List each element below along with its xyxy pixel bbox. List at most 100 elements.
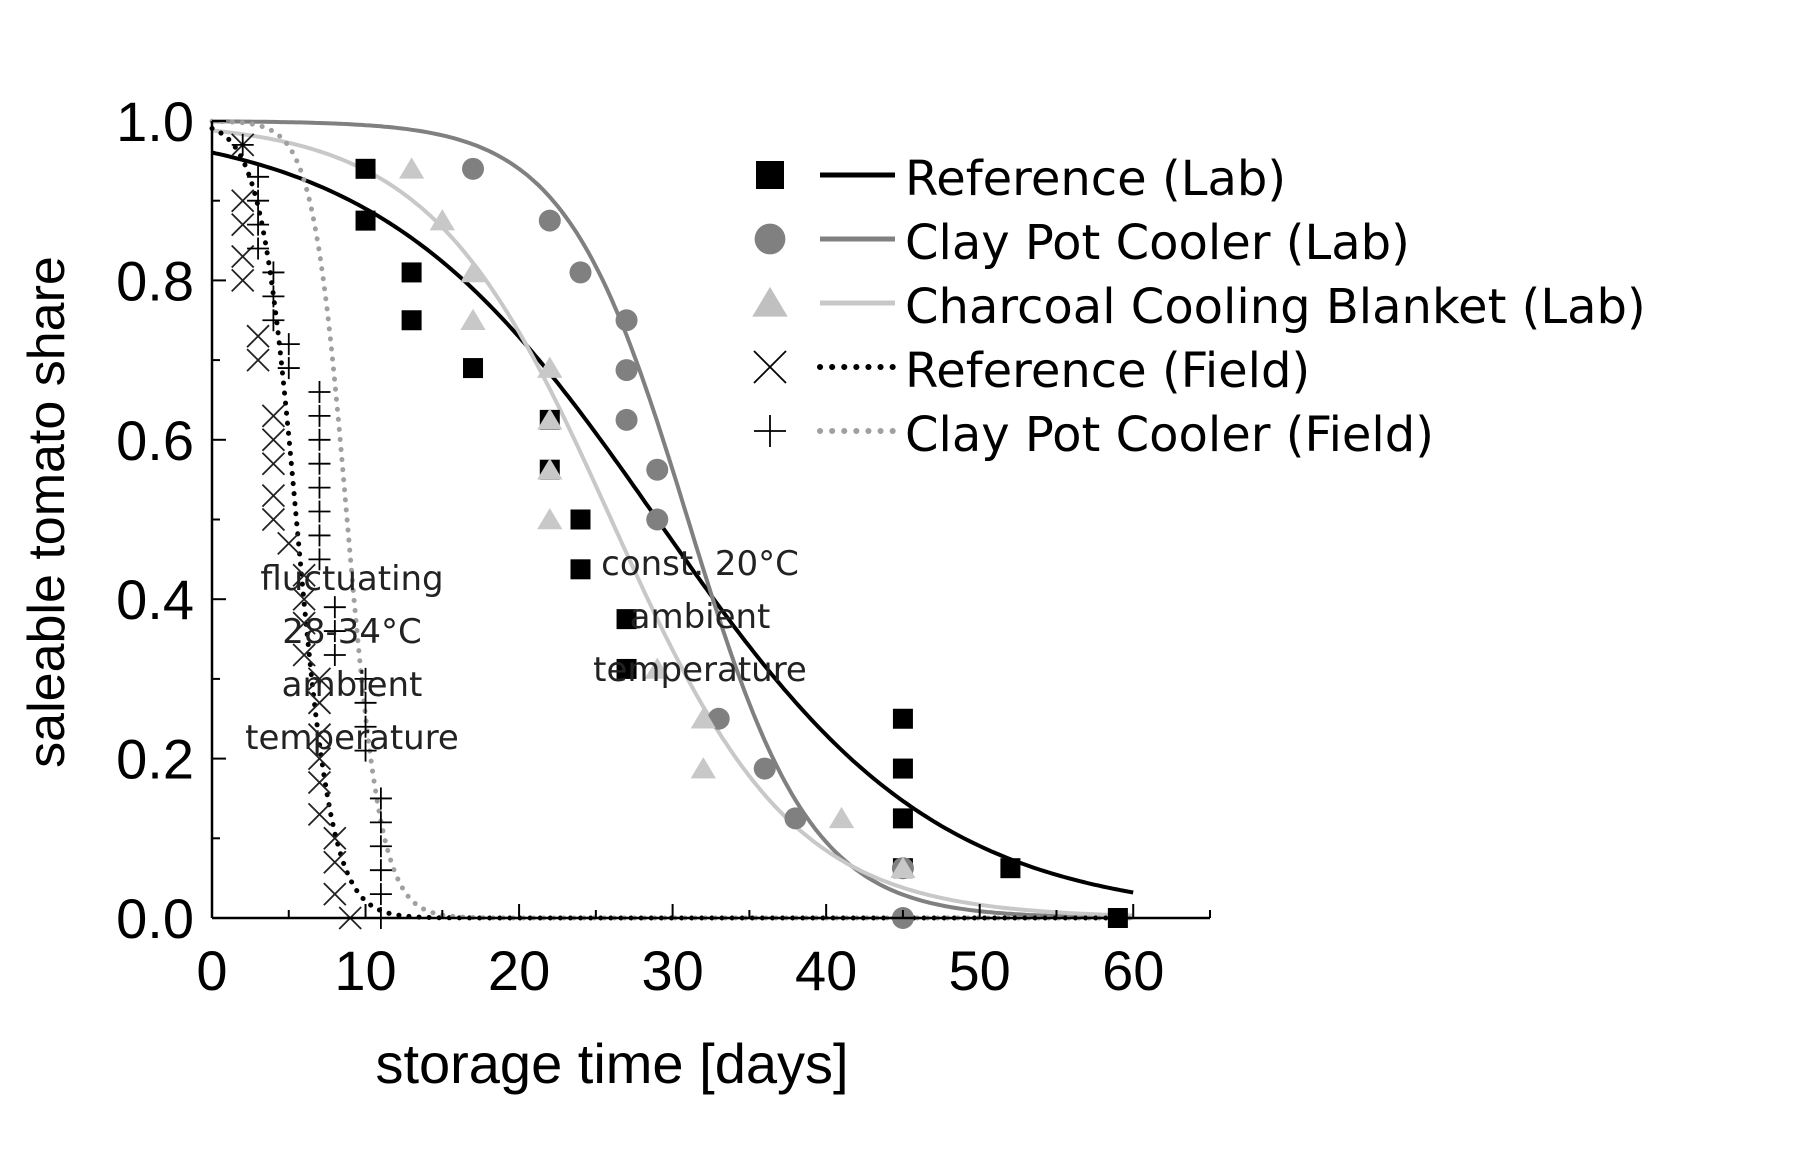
legend-marker xyxy=(753,350,787,384)
annotation-line: temperature xyxy=(245,718,459,758)
annotations: fluctuating 28-34°C ambient temperaturecons… xyxy=(245,544,807,758)
legend-label: Clay Pot Cooler (Lab) xyxy=(905,215,1410,271)
axes: 0 10 20 30 40 50 60 0.0 0.2 0.4 0.6 0.8 1.0 xyxy=(116,90,1211,1002)
point-clay-field xyxy=(369,883,392,906)
point-reference-lab xyxy=(355,210,376,231)
point-clay-field xyxy=(354,691,377,714)
point-reference-field xyxy=(292,587,316,611)
point-clay-field xyxy=(354,667,377,690)
point-reference-field xyxy=(231,212,255,237)
point-clay-lab xyxy=(462,157,485,180)
point-clay-lab xyxy=(646,458,669,481)
fit-line-reference-lab xyxy=(211,150,1134,895)
data-markers xyxy=(231,133,1128,930)
point-clay-field xyxy=(277,357,300,380)
point-charcoal-lab xyxy=(828,806,855,829)
point-clay-field xyxy=(323,620,346,643)
annotation-line: ambient xyxy=(282,665,423,705)
legend-entry-reference-lab: Reference (Lab) xyxy=(756,151,1286,207)
point-reference-field xyxy=(246,324,270,348)
point-clay-field xyxy=(262,261,285,284)
x-tick-label: 10 xyxy=(334,939,396,1002)
legend-label: Reference (Field) xyxy=(905,343,1310,399)
point-reference-field xyxy=(307,667,332,691)
point-reference-lab xyxy=(570,509,591,530)
point-charcoal-lab xyxy=(690,707,716,729)
point-clay-field xyxy=(247,165,270,188)
point-reference-field xyxy=(277,531,301,556)
point-clay-lab xyxy=(569,261,592,284)
point-reference-field xyxy=(323,850,347,874)
y-tick-label: 0.6 xyxy=(116,409,194,472)
point-reference-field xyxy=(231,268,255,293)
annotation-line: temperature xyxy=(593,650,807,690)
point-reference-lab xyxy=(892,758,913,779)
point-clay-field xyxy=(262,285,285,308)
point-reference-field xyxy=(261,452,286,476)
point-clay-lab xyxy=(615,359,638,382)
x-tick-label: 40 xyxy=(795,939,857,1002)
point-clay-field xyxy=(308,452,331,475)
legend-label: Reference (Lab) xyxy=(905,151,1286,207)
point-reference-field xyxy=(261,507,286,532)
point-reference-field xyxy=(292,643,316,667)
annotation-line: const. 20°C xyxy=(601,544,799,584)
point-clay-field xyxy=(323,596,346,619)
point-clay-lab xyxy=(615,408,638,431)
point-clay-field xyxy=(308,548,331,571)
point-reference-lab xyxy=(401,262,422,283)
point-clay-field xyxy=(247,189,270,212)
point-charcoal-lab xyxy=(537,458,563,480)
annotation-2: const. 20°C ambient temperature xyxy=(593,544,807,690)
x-axis-label: storage time [days] xyxy=(375,1032,848,1095)
annotation-line: fluctuating xyxy=(260,559,443,599)
point-charcoal-lab xyxy=(644,657,670,679)
point-clay-field xyxy=(308,500,331,523)
point-clay-lab xyxy=(615,309,638,332)
y-tick-label: 0.2 xyxy=(116,728,194,791)
point-reference-field xyxy=(292,611,316,635)
x-tick-label: 0 xyxy=(196,939,227,1002)
point-reference-field xyxy=(307,770,332,795)
point-clay-field xyxy=(369,811,392,834)
point-clay-field xyxy=(277,333,300,356)
point-reference-field xyxy=(307,691,332,715)
point-charcoal-lab xyxy=(398,157,425,179)
point-charcoal-lab xyxy=(460,260,486,283)
point-charcoal-lab xyxy=(890,856,916,878)
legend-label: Charcoal Cooling Blanket (Lab) xyxy=(905,279,1646,335)
annotation-1: fluctuating 28-34°C ambient temperature xyxy=(245,559,459,758)
point-charcoal-lab xyxy=(537,508,563,530)
x-tick-label: 50 xyxy=(949,939,1011,1002)
point-reference-field xyxy=(261,483,286,508)
point-clay-field xyxy=(308,428,331,451)
y-tick-label: 0.4 xyxy=(116,568,194,631)
point-reference-lab xyxy=(570,559,591,580)
point-reference-field xyxy=(292,563,316,587)
point-charcoal-lab xyxy=(460,308,486,331)
point-clay-field xyxy=(308,404,331,427)
y-tick-label: 1.0 xyxy=(116,90,194,153)
legend-marker xyxy=(754,223,786,255)
point-reference-lab xyxy=(616,658,637,679)
y-axis-label: saleable tomato share xyxy=(18,256,76,768)
point-reference-lab xyxy=(892,808,913,829)
point-reference-lab xyxy=(355,158,376,179)
point-clay-field xyxy=(369,787,392,810)
y-tick-label: 0.8 xyxy=(116,249,194,312)
legend-entry-clay-field: Clay Pot Cooler (Field) xyxy=(754,407,1434,463)
legend-entry-charcoal-lab: Charcoal Cooling Blanket (Lab) xyxy=(752,279,1646,335)
point-reference-lab xyxy=(463,358,484,379)
point-clay-field xyxy=(247,213,270,236)
point-clay-field xyxy=(247,237,270,260)
y-ticks: 0.0 0.2 0.4 0.6 0.8 1.0 xyxy=(116,90,226,950)
point-clay-field xyxy=(354,715,377,738)
point-clay-field xyxy=(354,739,377,762)
point-charcoal-lab xyxy=(690,757,716,779)
point-charcoal-lab xyxy=(429,209,455,231)
point-reference-field xyxy=(307,723,332,747)
point-charcoal-lab xyxy=(537,356,563,378)
point-clay-lab xyxy=(646,508,669,531)
point-reference-field xyxy=(323,882,347,906)
legend-marker xyxy=(754,415,786,447)
